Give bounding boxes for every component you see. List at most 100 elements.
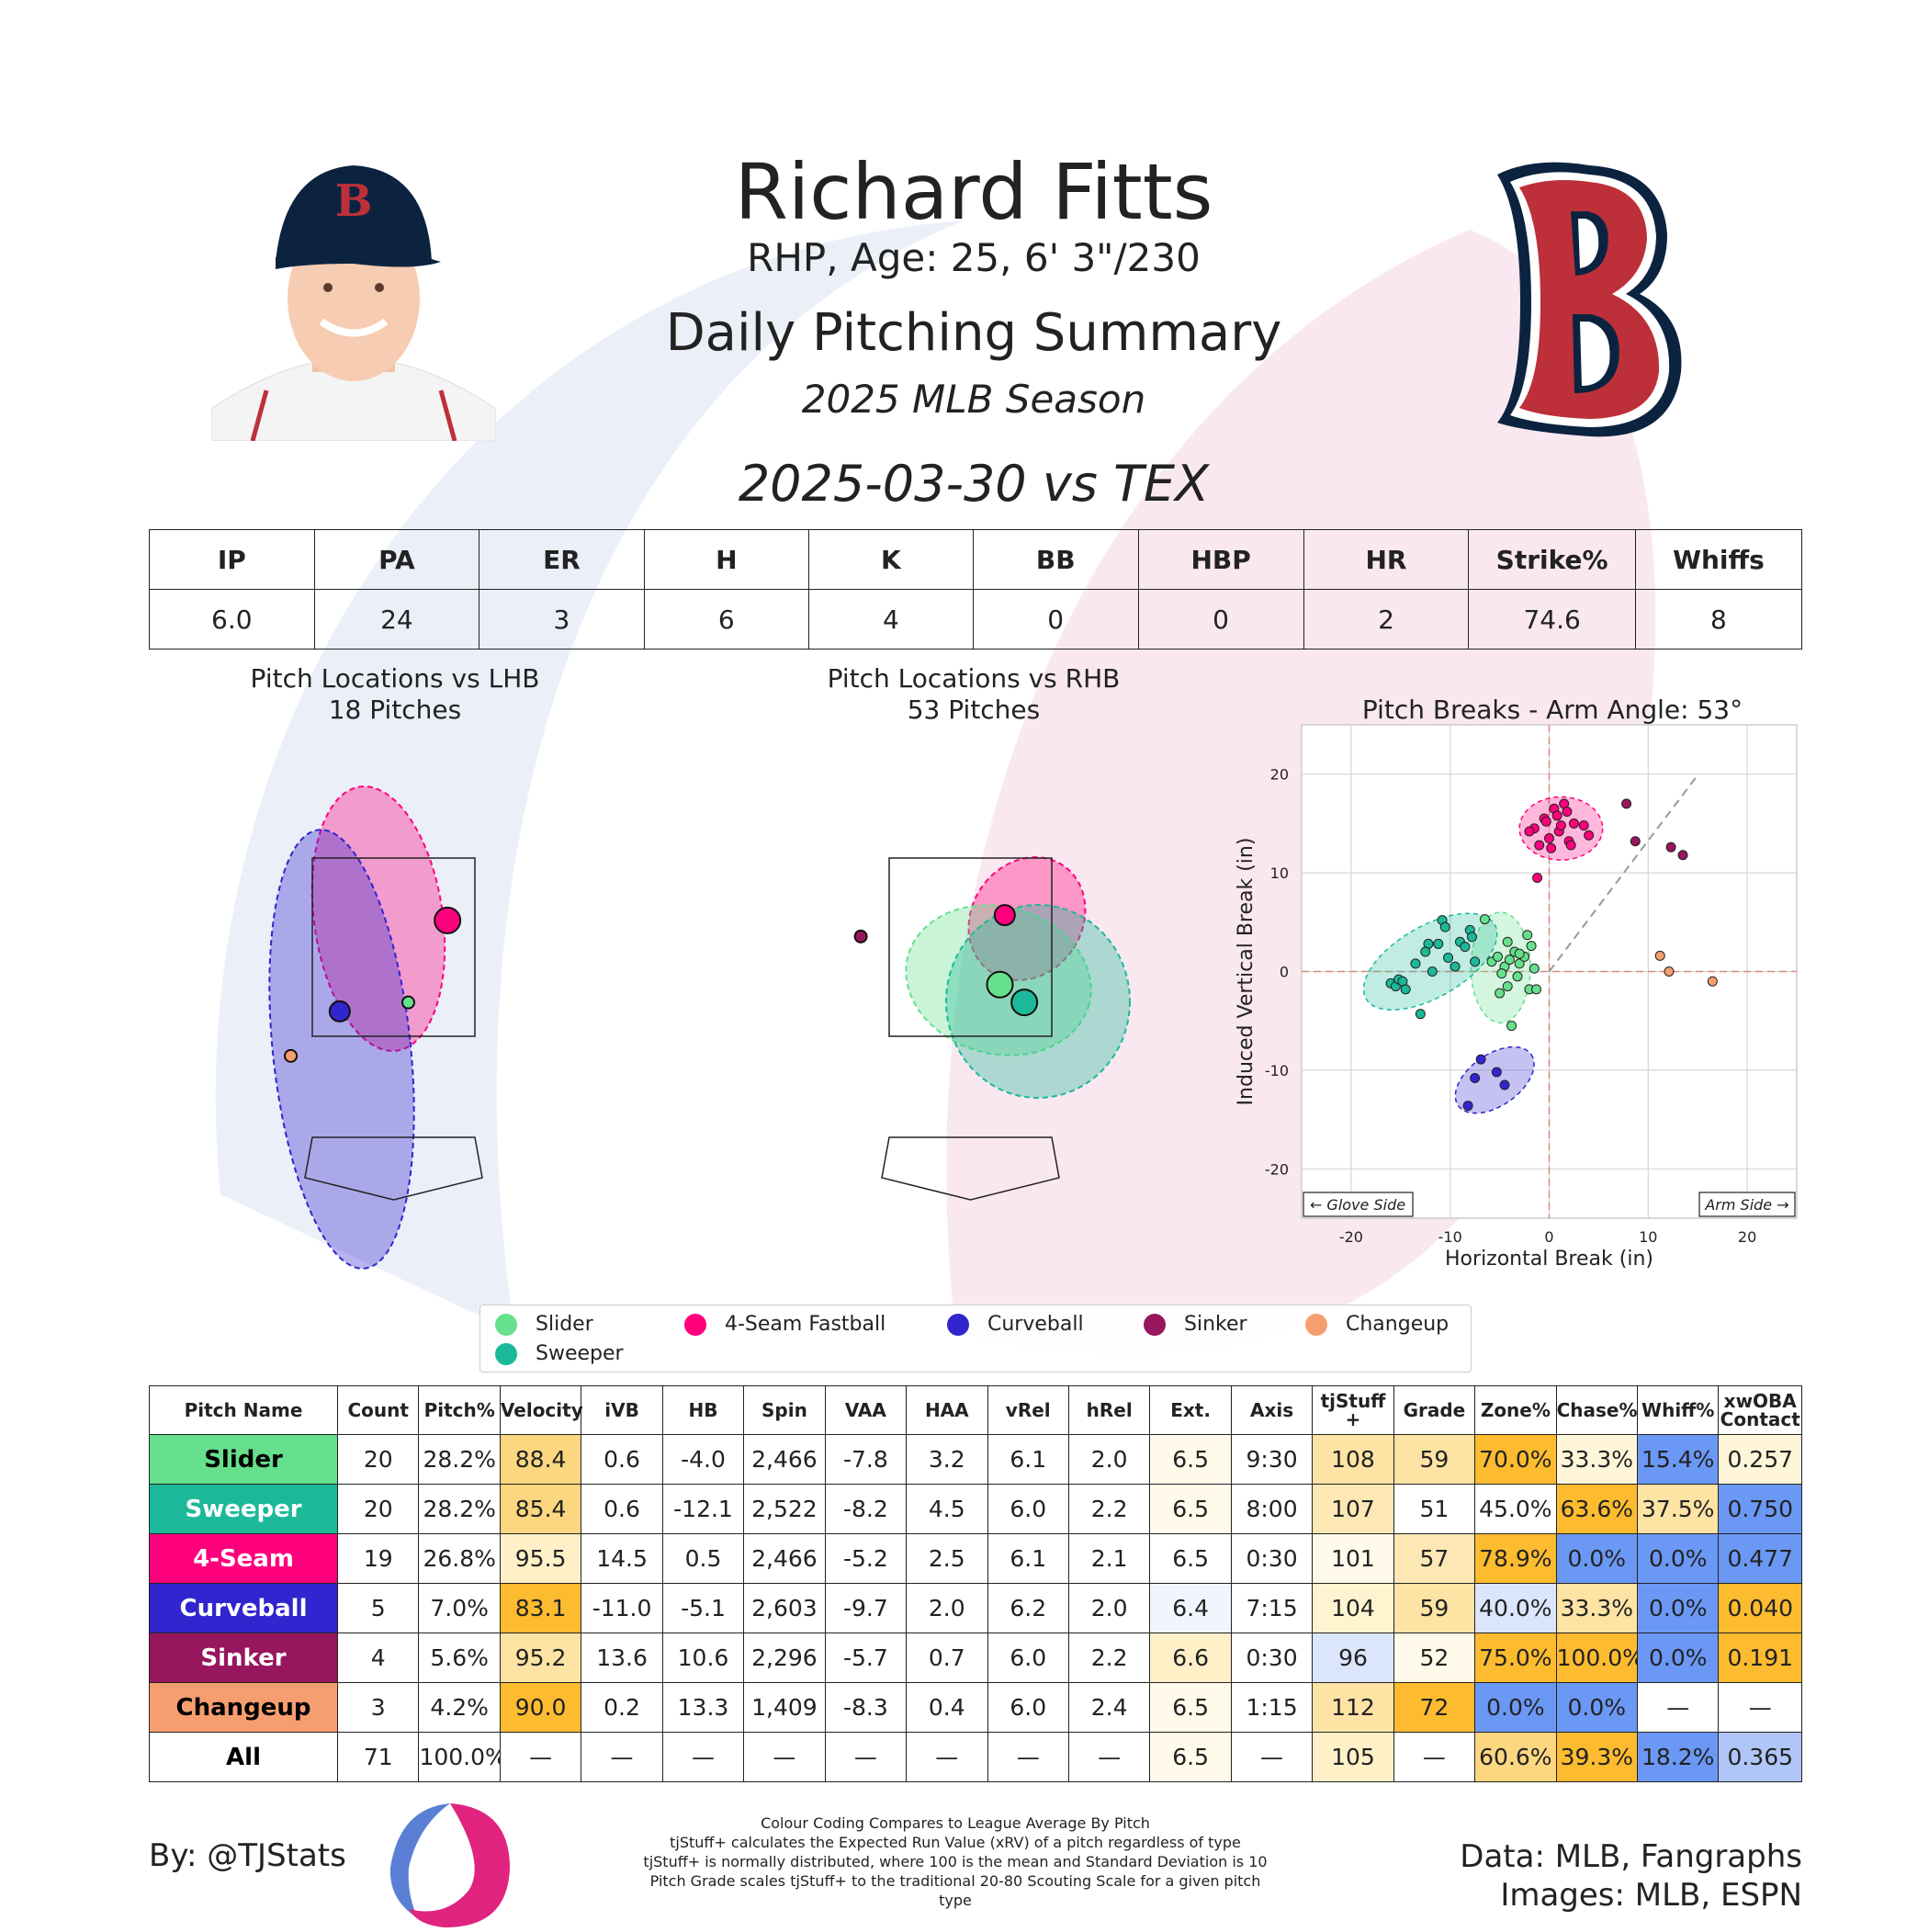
break-y-axis-label: Induced Vertical Break (in): [1235, 838, 1258, 1106]
player-headshot: B: [211, 161, 496, 441]
break-point: [1496, 968, 1507, 979]
pitch-metric-cell: 2.4: [1067, 1682, 1151, 1733]
legend-swatch: [1305, 1313, 1327, 1336]
pitch-metric-cell: 28.2%: [418, 1484, 501, 1534]
pitch-metric-cell: —: [1067, 1732, 1151, 1782]
break-point: [1514, 948, 1525, 959]
pitch-metric-cell: 7:15: [1230, 1583, 1314, 1633]
pitch-metric-cell: 0.0%: [1637, 1533, 1720, 1584]
pitch-table-row: 4-Seam 19 26.8% 95.5 14.5 0.5 2,466 -5.2 2.5 6.1 2…: [148, 1533, 1802, 1584]
pitch-metric-cell: 0.0%: [1474, 1682, 1557, 1733]
rhb-pitch-point: [853, 929, 868, 943]
pitch-table-row: Sinker 4 5.6% 95.2 13.6 10.6 2,296 -5.7 0.7 6.0 2.…: [148, 1633, 1802, 1683]
pitch-metric-cell: 7.0%: [418, 1583, 501, 1633]
rhb-title-line: Pitch Locations vs RHB: [827, 663, 1121, 694]
box-score-header-row: IP PA ER H K BB HBP HR Strike% Whiffs: [149, 529, 1803, 590]
pitch-metric-cell: 8:00: [1230, 1484, 1314, 1534]
pitch-metric-cell: —: [1637, 1682, 1720, 1733]
pitch-metric-cell: 26.8%: [418, 1533, 501, 1584]
legend-item-curveball: Curveball: [947, 1313, 1084, 1336]
legend-label: 4-Seam Fastball: [725, 1313, 886, 1336]
pitch-metric-cell: 1,409: [743, 1682, 826, 1733]
box-value: 6: [643, 589, 809, 650]
legend-swatch: [684, 1313, 706, 1336]
legend-label: Curveball: [987, 1313, 1084, 1336]
break-x-tick-label: 10: [1639, 1228, 1657, 1246]
pitch-metric-cell: —: [987, 1732, 1069, 1782]
break-point: [1502, 981, 1513, 992]
lhb-strike-zone: [311, 857, 476, 1037]
break-chart-title: Pitch Breaks - Arm Angle: 53°: [1361, 695, 1743, 725]
rhb-pitch-point: [1010, 989, 1039, 1017]
legend-label: Changeup: [1346, 1313, 1450, 1336]
rhb-home-plate: [881, 1136, 1060, 1201]
break-point: [1475, 1054, 1486, 1065]
legend-item-sinker: Sinker: [1144, 1313, 1247, 1336]
break-point: [1562, 807, 1573, 818]
data-credit: Data: MLB, Fangraphs Images: MLB, ESPN: [1378, 1837, 1802, 1915]
pitch-metric-cell: -9.7: [824, 1583, 908, 1633]
pitch-table-column-header: xwOBA Contact: [1718, 1385, 1802, 1435]
break-y-tick-label: 20: [1270, 766, 1289, 784]
break-point: [1568, 818, 1579, 829]
break-point: [1665, 842, 1676, 853]
pitch-legend: Slider 4-Seam Fastball Curveball Sinker …: [479, 1305, 1472, 1373]
lhb-home-plate: [304, 1136, 483, 1201]
break-point: [1512, 971, 1523, 982]
arm-side-box: [1698, 1192, 1796, 1217]
box-value: 0: [1137, 589, 1304, 650]
box-header: K: [807, 529, 974, 590]
break-point: [1578, 820, 1589, 831]
pitch-metric-cell: 6.5: [1149, 1682, 1232, 1733]
break-point: [1479, 914, 1490, 925]
pitch-metric-cell: 70.0%: [1474, 1434, 1557, 1485]
pitch-metric-cell: -4.0: [661, 1434, 745, 1485]
pitch-metric-cell: —: [1230, 1732, 1314, 1782]
pitch-metric-cell: 52: [1393, 1633, 1476, 1683]
pitch-metric-cell: 6.0: [987, 1682, 1069, 1733]
pitch-metric-cell: 0.040: [1718, 1583, 1802, 1633]
footnote: tjStuff+ calculates the Expected Run Val…: [670, 1834, 1241, 1851]
break-point: [1707, 976, 1718, 987]
pitch-metric-cell: 1:15: [1230, 1682, 1314, 1733]
box-value: 0: [972, 589, 1139, 650]
rhb-count-line: 53 Pitches: [907, 695, 1041, 725]
pitch-table-column-header: Velocity: [499, 1385, 583, 1435]
legend-label: Sinker: [1184, 1313, 1247, 1336]
pitch-metric-cell: 4.2%: [418, 1682, 501, 1733]
legend-item-sweeper: Sweeper: [495, 1342, 624, 1365]
pitch-metric-cell: -5.7: [824, 1633, 908, 1683]
break-point: [1677, 850, 1688, 861]
break-y-tick-label: -10: [1265, 1062, 1289, 1079]
pitch-metric-cell: 6.6: [1149, 1633, 1232, 1683]
lhb-pitch-point: [434, 906, 462, 934]
lhb-pitch-point: [284, 1048, 299, 1063]
pitch-metric-cell: 2.0: [1067, 1583, 1151, 1633]
pitch-metric-cell: 19: [337, 1533, 420, 1584]
pitch-metric-cell: 59: [1393, 1583, 1476, 1633]
pitch-metric-cell: 96: [1312, 1633, 1394, 1683]
game-line: 2025-03-30 vs TEX: [738, 455, 1210, 513]
pitch-metric-cell: 0.191: [1718, 1633, 1802, 1683]
pitch-table-column-header: iVB: [581, 1385, 663, 1435]
pitch-metric-cell: 6.5: [1149, 1732, 1232, 1782]
pitch-metric-cell: 104: [1312, 1583, 1394, 1633]
pitch-metric-cell: 0.477: [1718, 1533, 1802, 1584]
break-point: [1551, 810, 1562, 821]
pitch-table-column-header: hRel: [1067, 1385, 1151, 1435]
pitch-metric-cell: —: [824, 1732, 908, 1782]
box-score-value-row: 6.0 24 3 6 4 0 0 2 74.6 8: [149, 589, 1803, 650]
pitch-table-column-header: Count: [337, 1385, 420, 1435]
break-x-tick-label: 0: [1544, 1228, 1553, 1246]
break-point: [1443, 952, 1454, 963]
break-point: [1524, 826, 1535, 837]
pitch-metric-cell: 13.3: [661, 1682, 745, 1733]
pitch-metric-cell: 6.4: [1149, 1583, 1232, 1633]
pitch-table-column-header: Zone%: [1474, 1385, 1557, 1435]
break-y-tick-label: 0: [1280, 964, 1289, 981]
pitch-metric-cell: 2.0: [1067, 1434, 1151, 1485]
pitch-name-cell: Changeup: [148, 1682, 339, 1733]
break-point: [1466, 932, 1477, 943]
pitch-metric-cell: 101: [1312, 1533, 1394, 1584]
break-point: [1565, 840, 1576, 851]
